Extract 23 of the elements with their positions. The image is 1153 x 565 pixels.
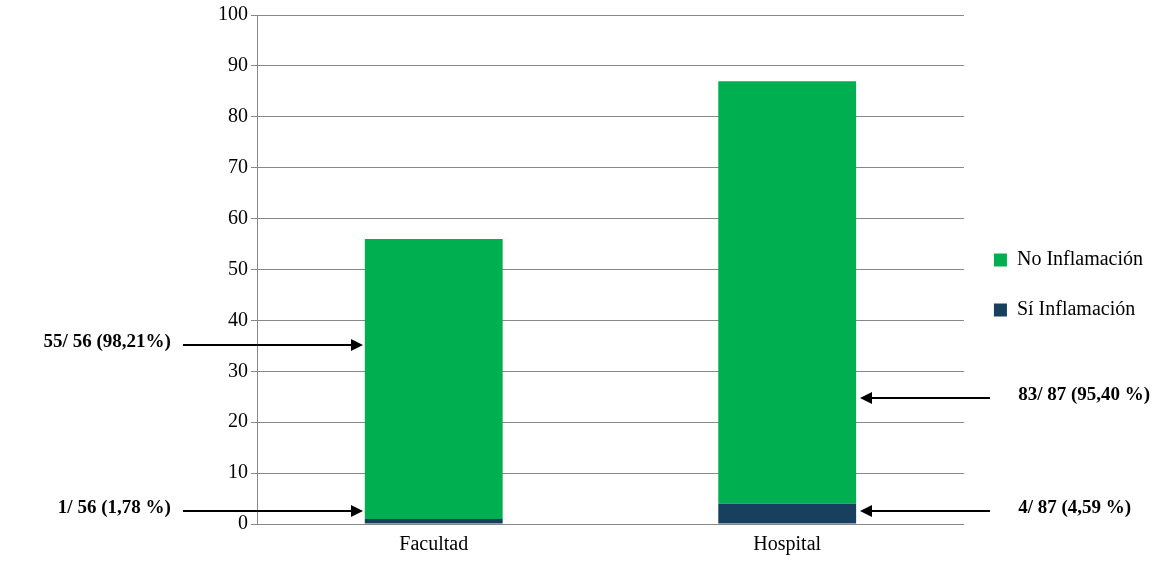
text: 55/ 56 (98,21%): [43, 330, 171, 353]
y-tick-label: 70: [228, 154, 248, 177]
x-tick-label: Hospital: [753, 532, 822, 556]
legend-label: No Inflamación: [1016, 247, 1144, 270]
legend-label: Sí Inflamación: [1016, 297, 1136, 320]
x-tick-label: Facultad: [399, 532, 469, 555]
bar: [718, 81, 857, 504]
bar: [718, 503, 857, 524]
text: 1/ 56 (1,78 %): [57, 495, 171, 518]
y-tick-label: 80: [228, 104, 248, 127]
y-tick-label: 60: [228, 205, 248, 228]
y-tick-label: 50: [228, 256, 248, 279]
y-tick-label: 0: [238, 511, 248, 534]
y-tick-label: 10: [228, 460, 248, 483]
y-tick-label: 90: [228, 53, 248, 76]
bar: [364, 238, 503, 519]
bar: [364, 518, 503, 524]
y-tick-label: 20: [228, 409, 248, 432]
text: 83/ 87 (95,40 %): [1018, 382, 1151, 405]
y-tick-label: 40: [228, 307, 248, 330]
y-tick-label: 30: [228, 358, 248, 381]
text: 4/ 87 (4,59 %): [1018, 495, 1132, 518]
y-tick-label: 100: [218, 2, 248, 25]
